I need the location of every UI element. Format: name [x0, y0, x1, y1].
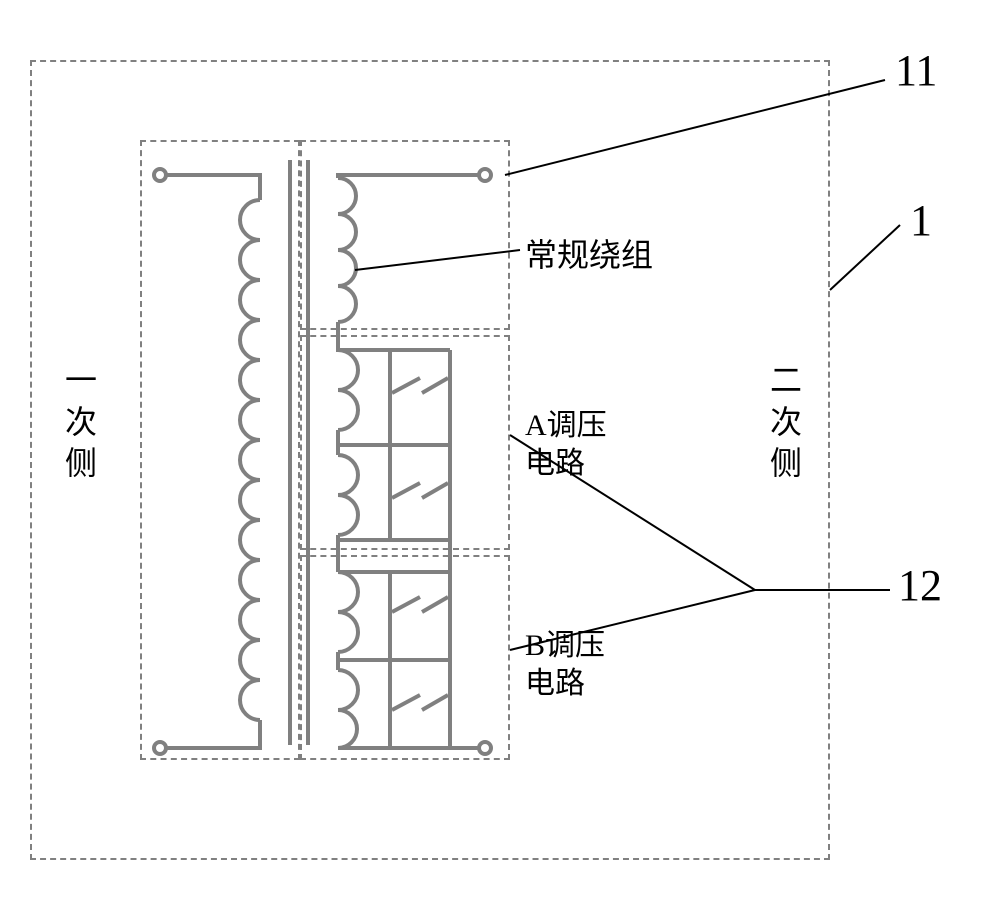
- secondary-side-label: 二次侧: [770, 360, 802, 485]
- b-circuit-label-l2: 电路: [525, 658, 585, 702]
- ref-1: 1: [910, 195, 932, 246]
- a-circuit-box: [300, 335, 510, 550]
- primary-side-text: 一次侧: [65, 360, 97, 485]
- ref-12: 12: [898, 560, 942, 611]
- primary-winding-box: [140, 140, 300, 760]
- diagram-canvas: 11 1 12 一次侧 二次侧 常规绕组 A调压 电路 B调压 电路: [0, 0, 1000, 900]
- primary-side-label: 一次侧: [65, 360, 97, 485]
- normal-winding-box: [300, 140, 510, 330]
- secondary-side-text: 二次侧: [770, 360, 802, 485]
- ref-11: 11: [895, 45, 937, 96]
- b-circuit-box: [300, 555, 510, 760]
- a-circuit-label-l2: 电路: [525, 438, 585, 482]
- normal-winding-label: 常规绕组: [525, 230, 653, 276]
